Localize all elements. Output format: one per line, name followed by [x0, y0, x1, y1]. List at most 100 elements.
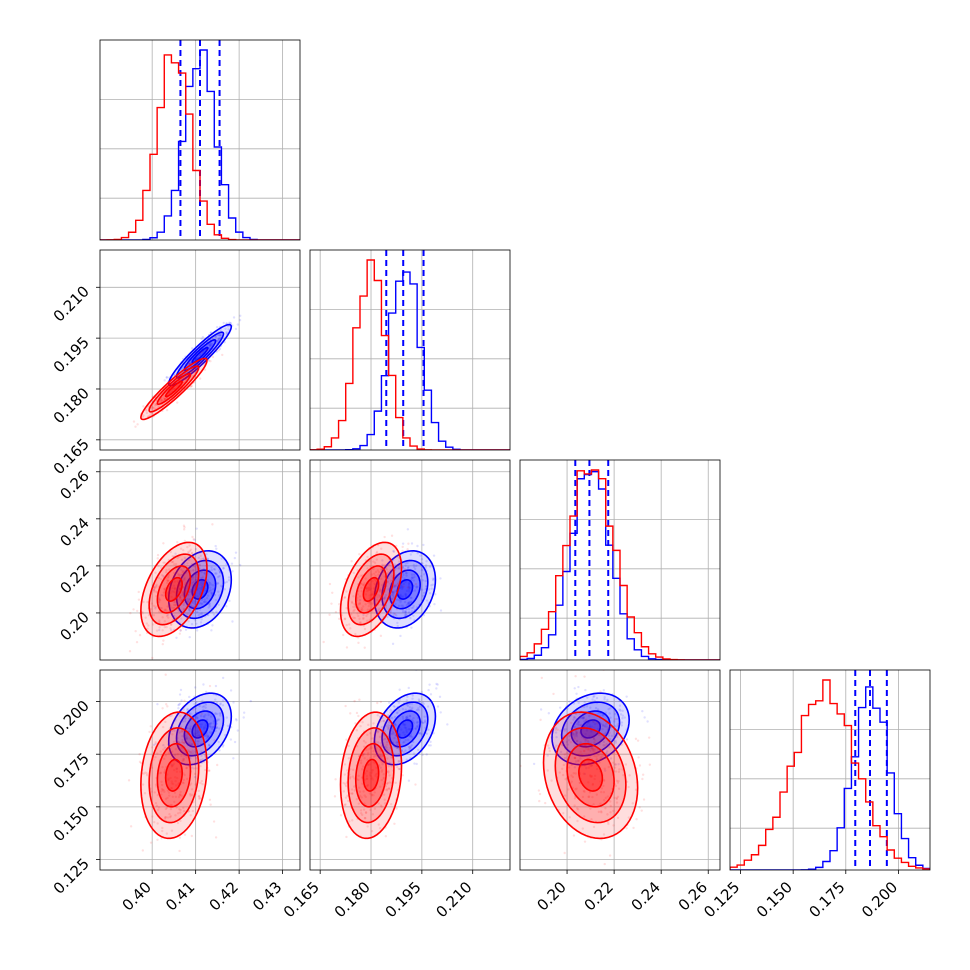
scatter-point	[406, 717, 409, 720]
scatter-point	[182, 376, 186, 380]
scatter-point	[182, 708, 185, 711]
scatter-point	[591, 783, 594, 786]
scatter-point	[591, 795, 594, 799]
scatter-point	[175, 636, 178, 639]
scatter-point	[195, 732, 199, 735]
scatter-point	[404, 611, 407, 614]
scatter-point	[189, 750, 193, 754]
scatter-point	[353, 616, 357, 620]
scatter-point	[593, 739, 597, 742]
scatter-point	[406, 695, 409, 698]
y-tick-label: 0.125	[50, 855, 93, 898]
scatter-point	[357, 774, 360, 777]
scatter-point	[211, 726, 215, 729]
scatter-point	[382, 776, 386, 779]
scatter-point	[209, 726, 213, 729]
scatter-point	[608, 854, 612, 857]
scatter-point	[396, 555, 399, 558]
scatter-point	[420, 733, 424, 736]
scatter-point	[164, 754, 167, 757]
scatter-point	[381, 563, 384, 567]
scatter-point	[193, 775, 197, 779]
scatter-point	[587, 781, 590, 784]
panel-frame	[99, 459, 301, 661]
scatter-point	[355, 797, 359, 801]
scatter-point	[367, 763, 370, 766]
scatter-point	[166, 595, 169, 598]
scatter-point	[370, 829, 374, 833]
scatter-point	[192, 569, 195, 572]
scatter-point	[380, 725, 383, 729]
scatter-point	[592, 803, 595, 806]
scatter-point	[368, 585, 372, 588]
scatter-point	[618, 708, 621, 711]
scatter-point	[413, 567, 417, 571]
scatter-point	[182, 573, 186, 577]
scatter-point	[430, 587, 433, 590]
scatter-point	[360, 796, 363, 799]
scatter-point	[373, 561, 377, 565]
scatter-point	[215, 712, 219, 716]
scatter-point	[187, 749, 190, 752]
scatter-point	[379, 759, 382, 762]
scatter-point	[174, 814, 177, 817]
scatter-point	[568, 816, 571, 819]
histogram-series-0	[310, 271, 510, 450]
scatter-point	[587, 795, 591, 798]
scatter-point	[632, 826, 635, 830]
scatter-point	[164, 673, 167, 676]
scatter-point	[191, 369, 194, 373]
scatter-point	[217, 575, 220, 579]
scatter-point	[364, 603, 367, 606]
scatter-point	[366, 567, 369, 570]
contour-fill-1	[567, 743, 615, 807]
scatter-point	[333, 795, 337, 798]
scatter-point	[575, 732, 578, 735]
scatter-point	[583, 701, 586, 704]
scatter-point	[520, 764, 522, 768]
scatter-point	[366, 619, 369, 622]
scatter-point	[424, 564, 428, 567]
scatter-point	[396, 744, 400, 747]
y-tick-label: 0.200	[50, 697, 93, 740]
scatter-point	[195, 622, 198, 625]
scatter-point	[191, 535, 194, 539]
scatter-point	[389, 708, 392, 712]
scatter-point	[218, 727, 221, 730]
scatter-point	[573, 804, 576, 807]
scatter-point	[158, 619, 161, 622]
contour-line-1	[164, 758, 183, 792]
scatter-point	[182, 607, 186, 611]
scatter-point	[141, 612, 144, 615]
scatter-point	[192, 601, 195, 605]
scatter-point	[221, 676, 225, 680]
scatter-point	[387, 721, 391, 724]
scatter-point	[334, 778, 337, 781]
scatter-point	[144, 771, 147, 774]
scatter-point	[347, 799, 350, 803]
scatter-point	[621, 717, 624, 720]
scatter-point	[403, 733, 407, 737]
scatter-point	[620, 721, 624, 724]
scatter-point	[219, 714, 222, 717]
scatter-point	[612, 809, 615, 813]
scatter-point	[366, 825, 369, 828]
scatter-point	[127, 779, 131, 782]
scatter-point	[590, 730, 593, 734]
scatter-point	[400, 587, 404, 590]
scatter-point	[538, 799, 541, 803]
scatter-point	[218, 347, 222, 351]
scatter-point	[210, 566, 213, 569]
scatter-point	[201, 584, 204, 587]
scatter-point	[431, 577, 435, 580]
scatter-point	[145, 409, 148, 412]
scatter-point	[168, 727, 171, 730]
scatter-point	[405, 574, 408, 577]
scatter-point	[406, 548, 409, 551]
scatter-point	[218, 333, 221, 337]
scatter-point	[185, 766, 188, 770]
scatter-point	[193, 600, 197, 604]
scatter-point	[413, 573, 416, 576]
scatter-point	[363, 582, 366, 585]
scatter-point	[183, 717, 187, 720]
